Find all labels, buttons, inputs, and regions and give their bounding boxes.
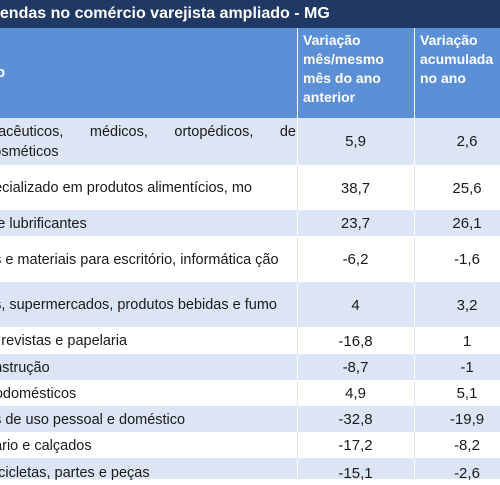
row-variacao-mes: 4,9 bbox=[345, 385, 366, 402]
row-variacao-mes: -16,8 bbox=[338, 332, 373, 350]
row-variacao-mes: 5,9 bbox=[345, 133, 366, 150]
row-variacao-mes: -15,1 bbox=[338, 464, 373, 482]
row-label: onstrução bbox=[0, 359, 50, 376]
header-line: anterior bbox=[303, 89, 356, 105]
header-divider bbox=[414, 28, 415, 118]
header-line: acumulada bbox=[420, 51, 494, 67]
row-label: uário e calçados bbox=[0, 437, 92, 454]
row-variacao-acumulada: -8,2 bbox=[454, 437, 480, 454]
row-variacao-acumulada: 26,1 bbox=[452, 215, 482, 232]
row-variacao-acumulada: 1 bbox=[462, 332, 472, 350]
row-variacao-mes: 38,7 bbox=[340, 179, 371, 197]
table-header: o Variação mês/mesmo mês do ano anterior… bbox=[0, 28, 500, 118]
table-row: s e lubrificantes 23,7 26,1 bbox=[0, 211, 500, 237]
row-label: os e materiais para escritório, informát… bbox=[0, 251, 279, 268]
row-variacao-mes: -6,2 bbox=[342, 251, 369, 268]
table-title-bar: vendas no comércio varejista ampliado - … bbox=[0, 0, 500, 28]
row-variacao-mes: -32,8 bbox=[338, 411, 373, 428]
row-label: pecializado em produtos alimentícios, mo bbox=[0, 180, 252, 196]
row-variacao-acumulada: -1,6 bbox=[454, 251, 480, 268]
row-variacao-mes: -17,2 bbox=[338, 437, 373, 454]
row-variacao-acumulada: -19,9 bbox=[449, 411, 485, 428]
row-variacao-acumulada: -2,6 bbox=[454, 464, 480, 482]
table-row: trodomésticos 4,9 5,1 bbox=[0, 381, 500, 407]
header-line: mês/mesmo bbox=[303, 51, 384, 67]
row-variacao-acumulada: 25,6 bbox=[452, 179, 482, 197]
table-row: os, supermercados, produtos bebidas e fu… bbox=[0, 283, 500, 328]
table-row: macêuticos, médicos, ortopédicos, de cos… bbox=[0, 118, 500, 166]
table-row: s, revistas e papelaria -16,8 1 bbox=[0, 328, 500, 355]
row-label: tocicletas, partes e peças bbox=[0, 465, 150, 481]
header-line: mês do ano bbox=[303, 70, 381, 86]
row-label: s e lubrificantes bbox=[0, 215, 87, 232]
table-row: uário e calçados -17,2 -8,2 bbox=[0, 433, 500, 459]
header-col-variacao-mes: Variação mês/mesmo mês do ano anterior bbox=[303, 31, 411, 107]
row-label: s, revistas e papelaria bbox=[0, 333, 128, 349]
table-row: os e materiais para escritório, informát… bbox=[0, 237, 500, 283]
row-variacao-acumulada: 3,2 bbox=[456, 296, 478, 314]
table-row: tocicletas, partes e peças -15,1 -2,6 bbox=[0, 459, 500, 482]
header-line: Variação bbox=[303, 32, 361, 48]
row-variacao-acumulada: 2,6 bbox=[456, 133, 478, 150]
table-title: vendas no comércio varejista ampliado - … bbox=[0, 5, 330, 22]
row-variacao-mes: -8,7 bbox=[342, 359, 369, 376]
row-variacao-acumulada: -1 bbox=[460, 359, 474, 376]
row-label: os, supermercados, produtos bebidas e fu… bbox=[0, 297, 277, 313]
row-label: macêuticos, médicos, ortopédicos, de cos… bbox=[0, 123, 296, 160]
header-line: no ano bbox=[420, 70, 466, 86]
table-row: os de uso pessoal e doméstico -32,8 -19,… bbox=[0, 407, 500, 433]
row-label: os de uso pessoal e doméstico bbox=[0, 411, 186, 428]
header-line: Variação bbox=[420, 32, 478, 48]
table-row: pecializado em produtos alimentícios, mo… bbox=[0, 166, 500, 211]
row-variacao-acumulada: 5,1 bbox=[456, 385, 478, 402]
table-row: onstrução -8,7 -1 bbox=[0, 355, 500, 381]
row-variacao-mes: 23,7 bbox=[340, 215, 371, 232]
header-col-label: o bbox=[0, 64, 6, 81]
row-variacao-mes: 4 bbox=[351, 296, 360, 314]
header-divider bbox=[297, 28, 298, 118]
row-label: trodomésticos bbox=[0, 385, 77, 402]
header-col-variacao-acumulada: Variação acumulada no ano bbox=[420, 31, 500, 88]
